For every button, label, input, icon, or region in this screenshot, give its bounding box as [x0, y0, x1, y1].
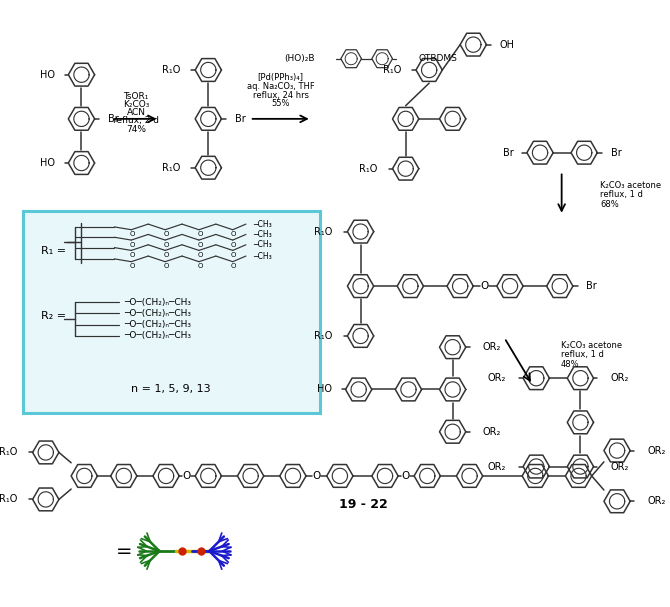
Text: OR₂: OR₂ — [610, 461, 629, 472]
Text: aq. Na₂CO₃, THF: aq. Na₂CO₃, THF — [247, 83, 314, 92]
Text: R₁O: R₁O — [161, 65, 180, 75]
Text: R₁O: R₁O — [314, 331, 332, 341]
Text: reflux, 1 d: reflux, 1 d — [561, 350, 604, 359]
Text: K₂CO₃ acetone: K₂CO₃ acetone — [600, 181, 661, 190]
Text: R₂ =: R₂ = — [41, 311, 66, 321]
Text: O: O — [231, 252, 237, 258]
Text: ─CH₃: ─CH₃ — [253, 230, 272, 239]
Text: O: O — [183, 471, 191, 481]
Text: ─CH₃: ─CH₃ — [253, 251, 272, 260]
Text: O: O — [197, 242, 202, 248]
Text: R₁O: R₁O — [314, 226, 332, 237]
Text: reflux, 2 d: reflux, 2 d — [113, 116, 159, 125]
Text: O: O — [129, 263, 135, 270]
Text: ─O─(CH₂)ₙ─CH₃: ─O─(CH₂)ₙ─CH₃ — [124, 331, 191, 341]
Text: HO: HO — [318, 384, 332, 395]
Text: R₁ =: R₁ = — [41, 246, 66, 256]
Text: K₂CO₃ acetone: K₂CO₃ acetone — [561, 341, 622, 350]
Text: OR₂: OR₂ — [610, 373, 629, 383]
Text: O: O — [163, 231, 169, 237]
Text: reflux, 1 d: reflux, 1 d — [600, 191, 643, 200]
Text: O: O — [163, 252, 169, 258]
Bar — [23, 211, 320, 413]
Text: Br: Br — [234, 114, 245, 124]
Text: 68%: 68% — [600, 200, 619, 209]
Text: TsOR₁: TsOR₁ — [123, 92, 149, 101]
Text: O: O — [163, 263, 169, 270]
Text: 74%: 74% — [126, 124, 146, 134]
Text: Br: Br — [108, 114, 119, 124]
Text: OR₂: OR₂ — [647, 446, 665, 456]
Text: 55%: 55% — [271, 100, 290, 108]
Text: [Pd(PPh₃)₄]: [Pd(PPh₃)₄] — [258, 73, 304, 82]
Text: ─O─(CH₂)ₙ─CH₃: ─O─(CH₂)ₙ─CH₃ — [124, 309, 191, 318]
Text: Br: Br — [610, 148, 621, 158]
Text: O: O — [480, 281, 488, 291]
Text: ─O─(CH₂)ₙ─CH₃: ─O─(CH₂)ₙ─CH₃ — [124, 320, 191, 329]
Text: O: O — [401, 471, 410, 481]
Text: O: O — [197, 263, 202, 270]
Text: O: O — [231, 263, 237, 270]
Text: Br: Br — [503, 148, 514, 158]
Text: O: O — [197, 252, 202, 258]
Text: ─O─(CH₂)ₙ─CH₃: ─O─(CH₂)ₙ─CH₃ — [124, 297, 191, 307]
Text: R₁O: R₁O — [0, 495, 17, 504]
Text: HO: HO — [40, 70, 55, 80]
Text: Br: Br — [586, 281, 597, 291]
Text: OH: OH — [500, 39, 515, 50]
Text: OR₂: OR₂ — [482, 342, 501, 352]
Text: O: O — [129, 252, 135, 258]
Text: O: O — [129, 231, 135, 237]
Text: HO: HO — [40, 158, 55, 168]
Text: ACN: ACN — [127, 108, 145, 117]
Text: 48%: 48% — [561, 359, 580, 368]
Text: K₂CO₃: K₂CO₃ — [123, 100, 149, 109]
Text: O: O — [312, 471, 320, 481]
Text: OR₂: OR₂ — [482, 427, 501, 437]
Text: OR₂: OR₂ — [488, 461, 507, 472]
Text: OR₂: OR₂ — [647, 497, 665, 506]
Text: ─CH₃: ─CH₃ — [253, 240, 272, 249]
Text: R₁O: R₁O — [161, 163, 180, 173]
Text: ─CH₃: ─CH₃ — [253, 220, 272, 229]
Text: O: O — [129, 242, 135, 248]
Text: n = 1, 5, 9, 13: n = 1, 5, 9, 13 — [131, 384, 210, 395]
Text: OTBDMS: OTBDMS — [419, 54, 458, 63]
Text: reflux, 24 hrs: reflux, 24 hrs — [253, 91, 309, 100]
Text: O: O — [231, 242, 237, 248]
Text: R₁O: R₁O — [359, 164, 377, 174]
Text: (HO)₂B: (HO)₂B — [284, 54, 314, 63]
Text: O: O — [231, 231, 237, 237]
Text: OR₂: OR₂ — [488, 373, 507, 383]
Text: 19 - 22: 19 - 22 — [339, 498, 388, 510]
Text: R₁O: R₁O — [0, 447, 17, 458]
Text: O: O — [197, 231, 202, 237]
Text: =: = — [115, 541, 132, 561]
Text: O: O — [163, 242, 169, 248]
Text: R₁O: R₁O — [383, 65, 401, 75]
